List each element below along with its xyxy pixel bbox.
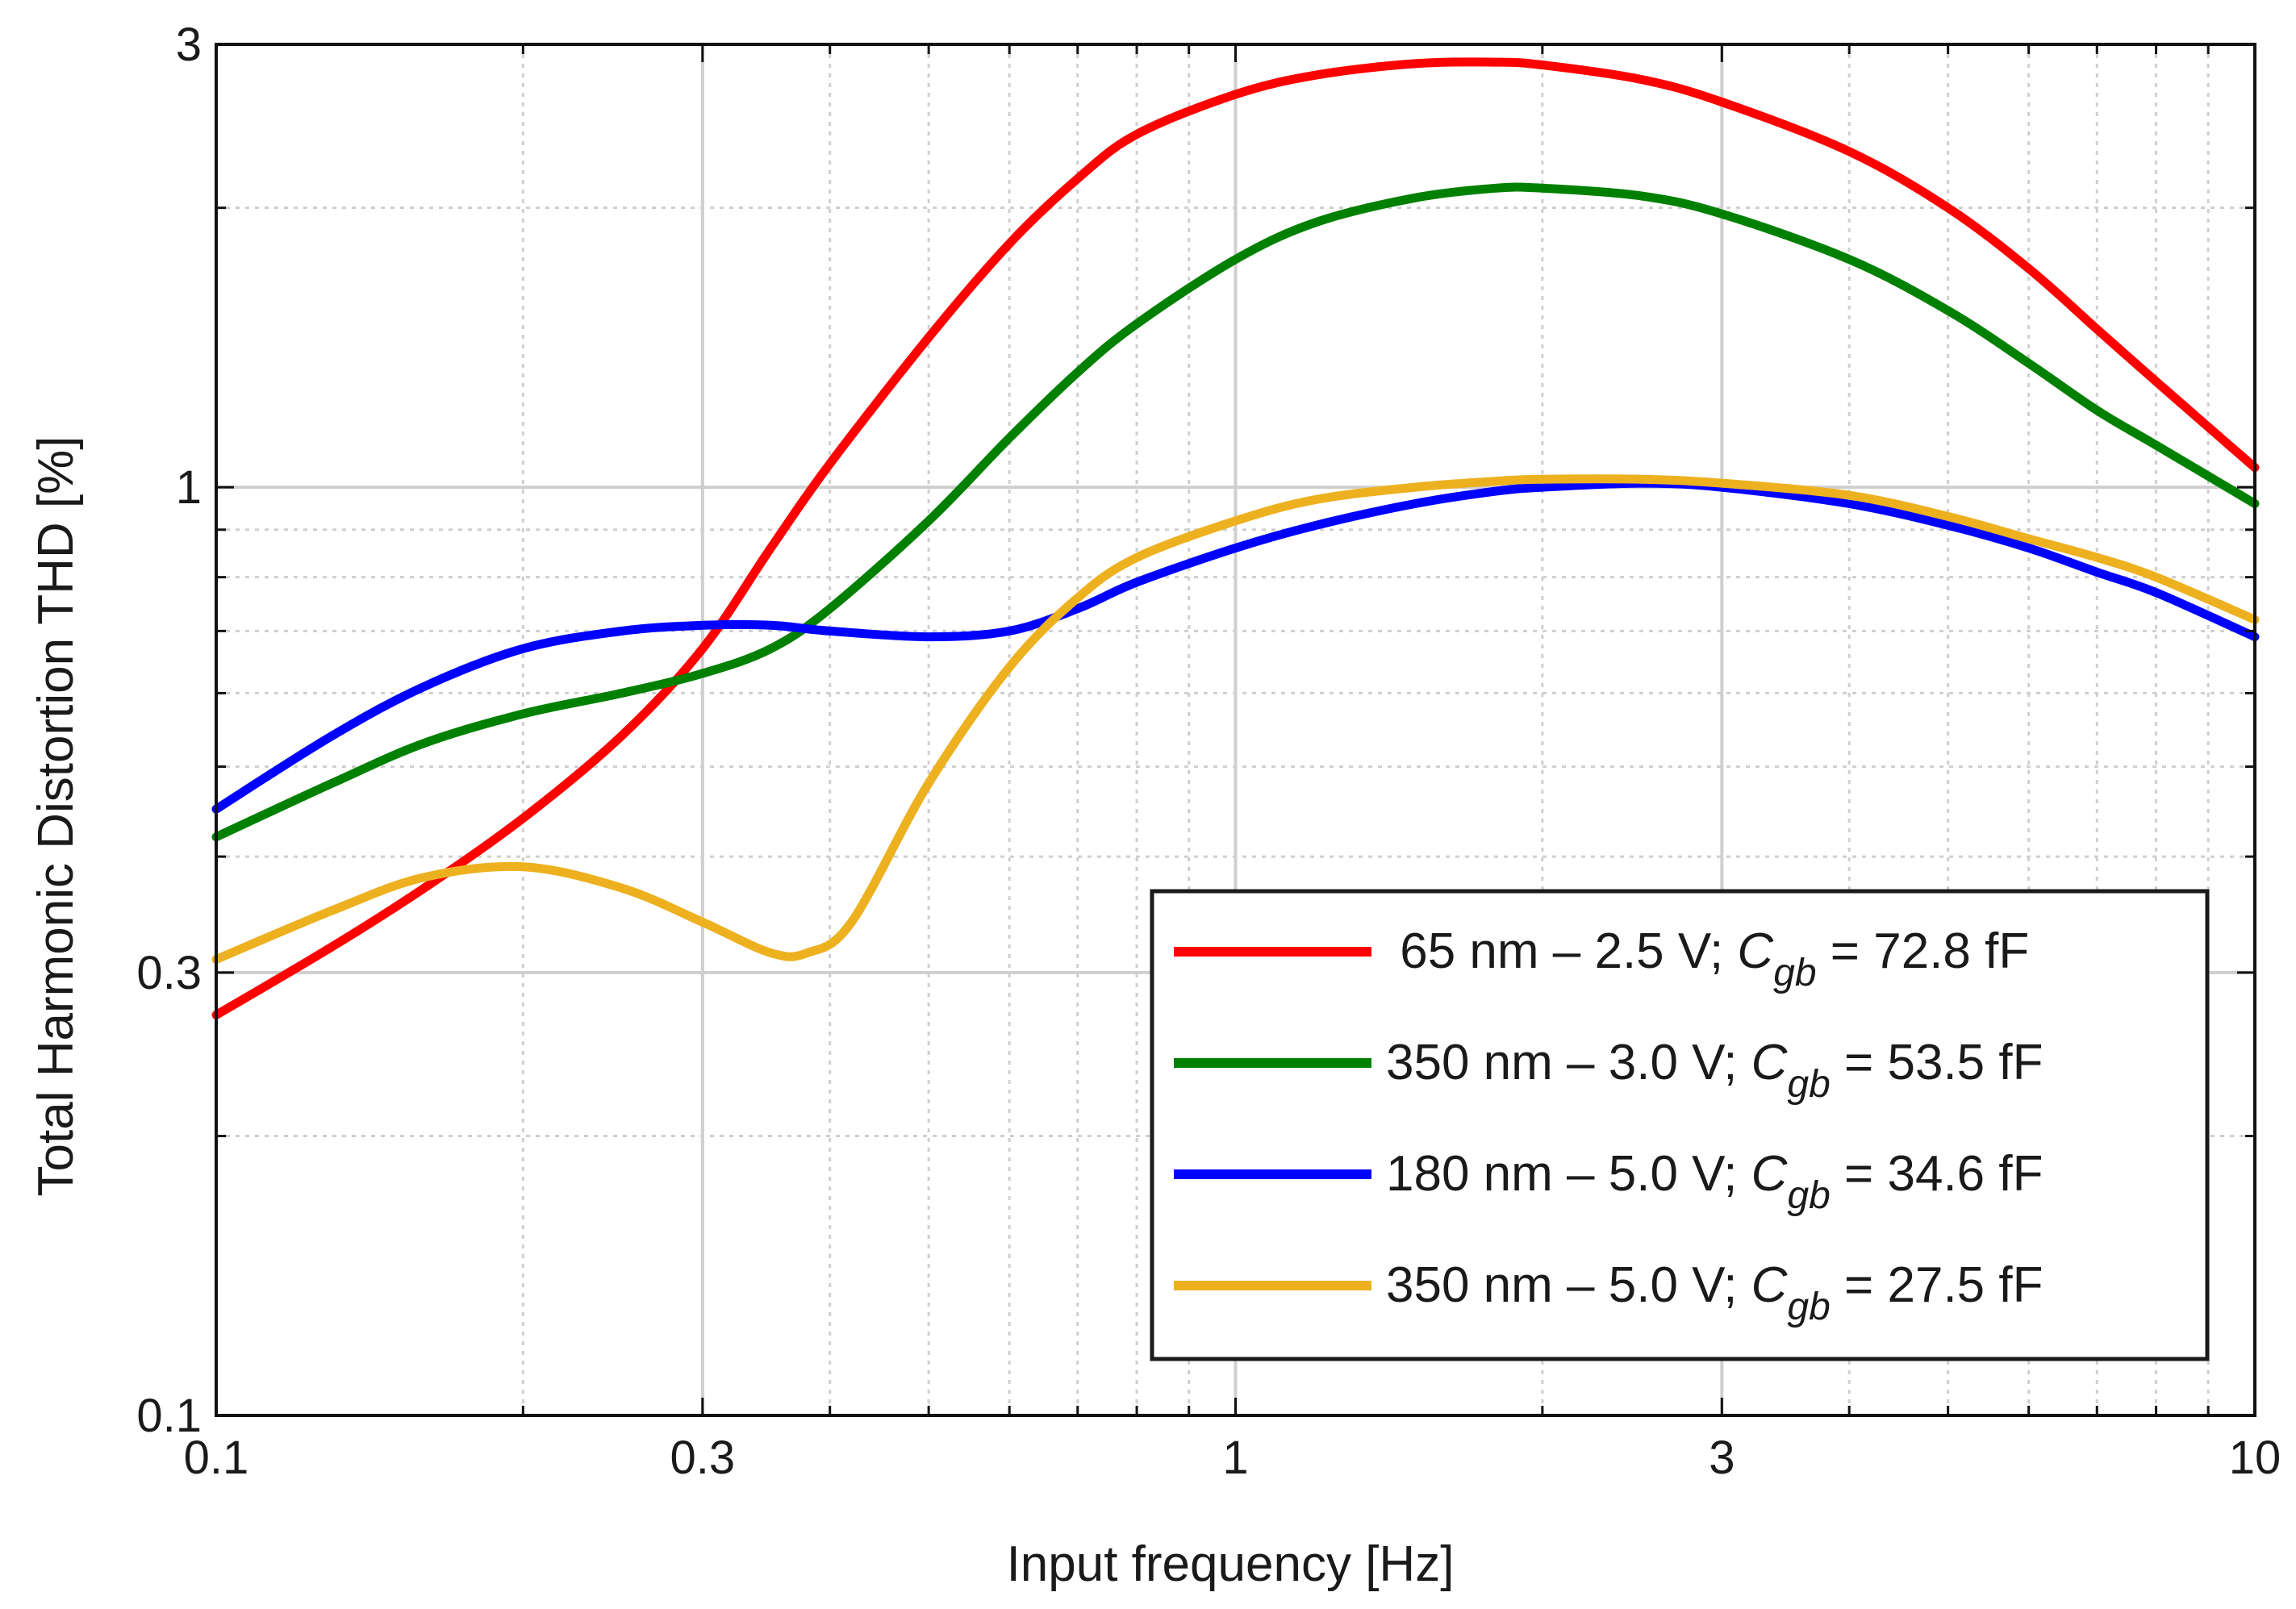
y-axis-label: Total Harmonic Distortion THD [%] xyxy=(28,436,84,1197)
legend-label: 180 nm – 5.0 V; Cgb = 34.6 fF xyxy=(1386,1146,2043,1217)
legend-label: 350 nm – 5.0 V; Cgb = 27.5 fF xyxy=(1386,1257,2043,1328)
tick-marks xyxy=(215,43,2255,1417)
legend: 65 nm – 2.5 V; Cgb = 72.8 fF 350 nm – 3.0… xyxy=(1150,889,2210,1361)
legend-item-2: 350 nm – 3.0 V; Cgb = 53.5 fF xyxy=(1174,1035,2043,1106)
legend-label: 350 nm – 3.0 V; Cgb = 53.5 fF xyxy=(1386,1035,2043,1106)
series-line-1 xyxy=(211,57,2260,1019)
legend-item-3: 180 nm – 5.0 V; Cgb = 34.6 fF xyxy=(1174,1146,2043,1217)
x-tick-label: 10 xyxy=(2229,1432,2281,1484)
x-tick-label: 0.3 xyxy=(670,1432,736,1484)
legend-item-4: 350 nm – 5.0 V; Cgb = 27.5 fF xyxy=(1174,1257,2043,1328)
series-line-4 xyxy=(211,474,2260,964)
x-tick-label: 1 xyxy=(1222,1432,1248,1484)
x-tick-labels: 0.1 0.3 1 3 10 xyxy=(184,1432,2281,1484)
legend-item-1: 65 nm – 2.5 V; Cgb = 72.8 fF xyxy=(1174,923,2029,994)
series-line-3 xyxy=(211,478,2260,814)
y-tick-labels: 0.1 0.3 1 3 xyxy=(136,19,202,1442)
legend-label: 65 nm – 2.5 V; Cgb = 72.8 fF xyxy=(1386,923,2029,994)
y-tick-label: 1 xyxy=(176,461,202,514)
x-axis-label: Input frequency [Hz] xyxy=(1007,1536,1455,1592)
x-tick-label: 3 xyxy=(1709,1432,1735,1484)
series-line-2 xyxy=(211,182,2260,842)
y-tick-label: 3 xyxy=(176,19,202,71)
y-tick-label: 0.3 xyxy=(136,947,202,999)
y-tick-label: 0.1 xyxy=(136,1390,202,1442)
x-tick-label: 0.1 xyxy=(184,1432,249,1484)
series-lines xyxy=(211,57,2260,1019)
